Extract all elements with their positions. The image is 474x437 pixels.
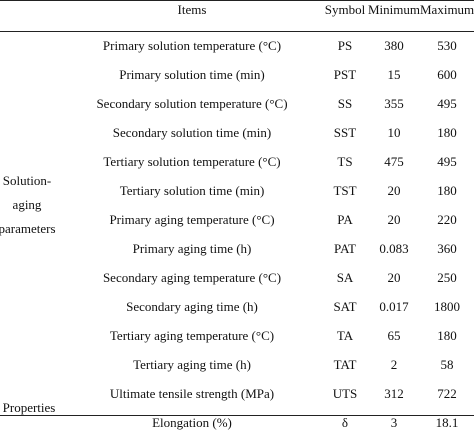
table-row: Primary solution time (min) PST 15 600: [0, 60, 474, 89]
table-row: Properties Ultimate tensile strength (MP…: [0, 379, 474, 416]
cell-item: Primary solution time (min): [119, 66, 265, 82]
cell-maximum: 18.1: [435, 414, 459, 430]
table-row: Primary aging temperature (°C) PA 20 220: [0, 205, 474, 234]
cell-minimum: 15: [387, 66, 401, 82]
cell-minimum: 0.083: [379, 240, 409, 256]
table-row: Secondary solution time (min) SST 10 180: [0, 118, 474, 147]
group-label-line: parameters: [0, 221, 56, 236]
cell-maximum: 250: [437, 269, 457, 285]
cell-symbol: TAT: [333, 356, 357, 372]
cell-minimum: 380: [384, 37, 404, 53]
cell-minimum: 475: [384, 153, 404, 169]
cell-minimum: 3: [390, 414, 398, 430]
cell-minimum: 2: [390, 356, 398, 372]
cell-symbol: SA: [336, 269, 354, 285]
cell-item: Primary aging temperature (°C): [109, 211, 275, 227]
table-row: Tertiary aging temperature (°C) TA 65 18…: [0, 321, 474, 350]
cell-item: Tertiary solution time (min): [119, 182, 265, 198]
header-bottom-rule: [0, 31, 474, 32]
table-row: Primary aging time (h) PAT 0.083 360: [0, 234, 474, 263]
group-properties: Properties: [0, 379, 62, 437]
cell-maximum: 600: [437, 66, 457, 82]
cell-minimum: 20: [387, 269, 401, 285]
cell-minimum: 0.017: [379, 298, 409, 314]
table-row: Tertiary solution time (min) TST 20 180: [0, 176, 474, 205]
cell-item: Ultimate tensile strength (MPa): [109, 385, 275, 401]
cell-maximum: 220: [437, 211, 457, 227]
cell-maximum: 180: [437, 327, 457, 343]
cell-minimum: 312: [384, 385, 404, 401]
cell-maximum: 1800: [434, 298, 460, 314]
cell-symbol: PS: [337, 37, 353, 53]
table-row: Secondary solution temperature (°C) SS 3…: [0, 89, 474, 118]
cell-symbol: SAT: [333, 298, 357, 314]
cell-symbol: UTS: [332, 385, 358, 401]
cell-minimum: 355: [384, 95, 404, 111]
table-bottom-rule: [0, 415, 474, 416]
cell-maximum: 530: [437, 37, 457, 53]
header-row: Items Symbol Minimum Maximum: [0, 0, 474, 31]
cell-symbol: δ: [341, 414, 349, 430]
cell-symbol: SST: [333, 124, 357, 140]
cell-maximum: 58: [440, 356, 454, 372]
cell-minimum: 20: [387, 211, 401, 227]
table-row: Elongation (%) δ 3 18.1: [0, 408, 474, 437]
table-row: Tertiary solution temperature (°C) TS 47…: [0, 147, 474, 176]
header-group: [0, 0, 62, 31]
cell-minimum: 20: [387, 182, 401, 198]
cell-item: Tertiary solution temperature (°C): [103, 153, 281, 169]
table-row: Secondary aging temperature (°C) SA 20 2…: [0, 263, 474, 292]
table-row: Solution- aging parameters Primary solut…: [0, 31, 474, 237]
cell-maximum: 495: [437, 95, 457, 111]
group-label-line: Properties: [2, 400, 56, 415]
cell-item: Secondary solution time (min): [112, 124, 272, 140]
header-maximum: Maximum: [420, 2, 474, 17]
cell-maximum: 495: [437, 153, 457, 169]
group-label-line: Solution-: [2, 173, 52, 188]
cell-item: Secondary solution temperature (°C): [96, 95, 288, 111]
cell-symbol: PA: [337, 211, 353, 227]
cell-item: Elongation (%): [152, 414, 232, 430]
cell-symbol: TS: [337, 153, 353, 169]
table-row: Secondary aging time (h) SAT 0.017 1800: [0, 292, 474, 321]
cell-item: Tertiary aging temperature (°C): [109, 327, 275, 343]
header-items: Items: [177, 2, 207, 17]
cell-item: Primary solution temperature (°C): [102, 37, 282, 53]
cell-symbol: SS: [337, 95, 353, 111]
group-label-line: aging: [12, 197, 42, 212]
cell-item: Secondary aging time (h): [126, 298, 258, 314]
cell-item: Tertiary aging time (h): [133, 356, 251, 372]
header-minimum: Minimum: [368, 2, 421, 17]
table-row: Tertiary aging time (h) TAT 2 58: [0, 350, 474, 379]
cell-symbol: PAT: [334, 240, 356, 256]
cell-symbol: TA: [336, 327, 354, 343]
cell-minimum: 10: [387, 124, 401, 140]
cell-minimum: 65: [387, 327, 401, 343]
cell-item: Secondary aging temperature (°C): [102, 269, 282, 285]
cell-maximum: 180: [437, 124, 457, 140]
cell-symbol: TST: [333, 182, 357, 198]
group-solution-aging: Solution- aging parameters: [0, 31, 62, 379]
cell-symbol: PST: [333, 66, 357, 82]
cell-maximum: 180: [437, 182, 457, 198]
cell-maximum: 722: [437, 385, 457, 401]
cell-item: Primary aging time (h): [132, 240, 252, 256]
header-symbol: Symbol: [324, 2, 366, 17]
cell-maximum: 360: [437, 240, 457, 256]
table-top-rule: [0, 0, 474, 1]
